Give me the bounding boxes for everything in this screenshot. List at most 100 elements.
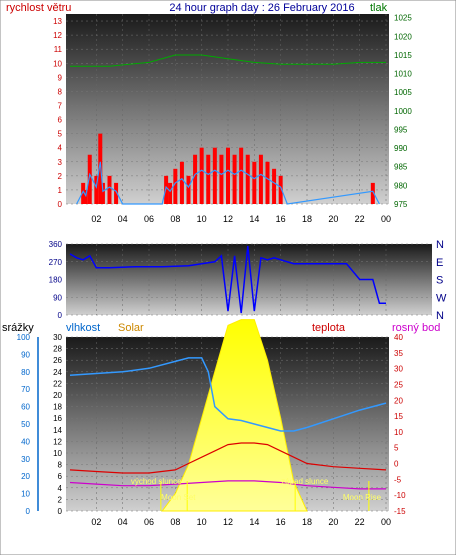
rain-y-tick-label: 90: [21, 350, 30, 359]
temp-y-tick-label: 10: [394, 428, 403, 437]
humidity-y-tick-label: 16: [53, 414, 62, 423]
temp-y-tick-label: -10: [394, 491, 406, 500]
rain-y-tick-label: 0: [26, 507, 31, 516]
pressure-y-tick-label: 1000: [394, 107, 412, 116]
weather-x-tick-label: 08: [170, 517, 180, 527]
wind-x-tick-label: 02: [91, 214, 101, 224]
dew-axis-title: rosný bod: [392, 322, 440, 334]
wind-bar: [107, 175, 112, 204]
wind-bar: [94, 175, 99, 204]
humidity-axis-title: vlhkost: [66, 322, 100, 334]
wind-bar: [252, 161, 257, 204]
wind-bar: [219, 154, 224, 204]
wind-bar: [173, 168, 178, 204]
wind-y-tick-label: 7: [58, 101, 63, 110]
wind-y-tick-label: 4: [58, 144, 63, 153]
wind-y-tick-label: 1: [58, 186, 63, 195]
compass-label: S: [436, 275, 443, 287]
rain-y-tick-label: 70: [21, 385, 30, 394]
wind-x-tick-label: 18: [302, 214, 312, 224]
wind-bar: [258, 154, 263, 204]
pressure-y-tick-label: 1025: [394, 14, 412, 23]
weather-x-tick-label: 12: [223, 517, 233, 527]
wind-bar: [81, 182, 86, 204]
moonset-label: Moon Set: [161, 493, 196, 502]
weather-x-tick-label: 02: [91, 517, 101, 527]
direction-line: [69, 245, 386, 314]
wind-x-tick-label: 00: [381, 214, 391, 224]
wind-bar: [186, 175, 191, 204]
wind-y-tick-label: 8: [58, 87, 63, 96]
sunrise-label: východ slunce: [131, 477, 182, 486]
humidity-y-tick-label: 4: [58, 484, 63, 493]
rain-y-tick-label: 30: [21, 455, 30, 464]
pressure-y-tick-label: 980: [394, 181, 408, 190]
temperature-line: [69, 442, 387, 474]
wind-bar: [114, 182, 119, 204]
humidity-y-tick-label: 28: [53, 345, 62, 354]
direction-y-tick-label: 0: [58, 311, 63, 320]
pressure-y-tick-label: 990: [394, 144, 408, 153]
wind-bar: [98, 133, 103, 204]
weather-x-tick-label: 06: [144, 517, 154, 527]
solar-area: [161, 319, 308, 512]
wind-x-tick-label: 22: [355, 214, 365, 224]
humidity-y-tick-label: 14: [53, 426, 62, 435]
weather-x-tick-label: 16: [276, 517, 286, 527]
weather-x-tick-label: 18: [302, 517, 312, 527]
wind-bar: [232, 154, 237, 204]
pressure-y-tick-label: 975: [394, 200, 408, 209]
humidity-y-tick-label: 20: [53, 391, 62, 400]
wind-axis-title: rychlost větru: [6, 2, 71, 14]
temp-y-tick-label: 25: [394, 380, 403, 389]
wind-y-tick-label: 11: [54, 45, 63, 54]
humidity-y-tick-label: 2: [58, 495, 63, 504]
wind-bar: [83, 189, 88, 204]
temp-axis-title: teplota: [312, 322, 346, 334]
wind-bar: [168, 182, 173, 204]
pressure-line: [70, 54, 386, 67]
direction-y-tick-label: 90: [53, 293, 62, 302]
wind-x-tick-label: 10: [197, 214, 207, 224]
wind-bar: [212, 147, 217, 204]
wind-x-tick-label: 08: [170, 214, 180, 224]
wind-y-tick-label: 2: [58, 172, 63, 181]
humidity-y-tick-label: 26: [53, 356, 62, 365]
wind-bar: [226, 147, 230, 204]
temp-y-tick-label: -15: [394, 507, 406, 516]
wind-bar: [164, 175, 169, 204]
rain-y-tick-label: 40: [21, 437, 30, 446]
humidity-y-tick-label: 0: [58, 507, 63, 516]
wind-y-tick-label: 12: [53, 31, 62, 40]
humidity-line: [69, 357, 387, 432]
wind-x-tick-label: 04: [118, 214, 128, 224]
rain-axis-title: srážky: [2, 322, 34, 334]
wind-bar: [100, 182, 105, 204]
compass-label: N: [436, 239, 444, 251]
temp-y-tick-label: -5: [394, 475, 402, 484]
humidity-y-tick-label: 8: [58, 461, 63, 470]
compass-label: N: [436, 310, 444, 322]
wind-bar: [199, 147, 204, 204]
humidity-y-tick-label: 10: [53, 449, 62, 458]
wind-bar: [370, 182, 375, 204]
compass-label: E: [436, 257, 443, 269]
rain-y-tick-label: 20: [21, 472, 30, 481]
wind-x-tick-label: 14: [249, 214, 259, 224]
humidity-y-tick-label: 18: [53, 403, 62, 412]
weather-x-tick-label: 00: [381, 517, 391, 527]
weather-x-tick-label: 20: [328, 517, 338, 527]
wind-bar: [265, 161, 270, 204]
direction-y-tick-label: 360: [49, 240, 63, 249]
solar-axis-title: Solar: [118, 322, 144, 334]
weather-x-tick-label: 14: [249, 517, 259, 527]
humidity-y-tick-label: 24: [53, 368, 62, 377]
temp-y-tick-label: 30: [394, 365, 403, 374]
direction-y-tick-label: 180: [49, 276, 63, 285]
pressure-y-tick-label: 1015: [394, 51, 412, 60]
rain-y-tick-label: 80: [21, 368, 30, 377]
rain-y-tick-label: 60: [21, 403, 30, 412]
dew-point-line: [69, 480, 386, 490]
wind-x-tick-label: 12: [223, 214, 233, 224]
